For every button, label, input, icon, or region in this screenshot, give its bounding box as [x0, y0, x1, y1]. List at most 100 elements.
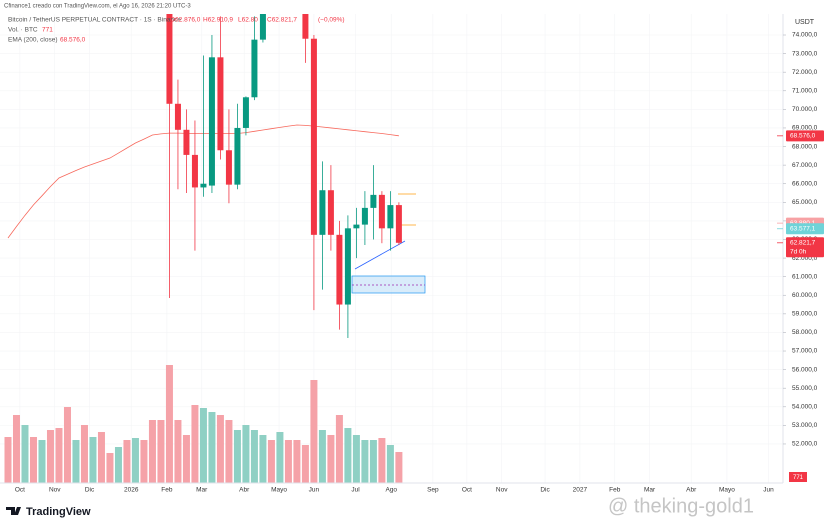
- trendline: [354, 240, 406, 270]
- y-tick-label: 72.000,0: [792, 69, 818, 76]
- x-tick-label: Nov: [49, 487, 61, 494]
- volume-badge-text: 771: [793, 475, 804, 481]
- volume-bar: [259, 435, 267, 483]
- price-badge-label: 62.821,7: [790, 240, 816, 247]
- ohlc-low: L62.80: [238, 17, 258, 24]
- candle-body: [327, 190, 334, 235]
- y-tick-label: 58.000,0: [792, 329, 818, 336]
- volume-value: 771: [42, 27, 53, 34]
- x-tick-label: Mar: [644, 487, 656, 494]
- volume-bar: [361, 440, 369, 483]
- candle-body: [395, 205, 402, 243]
- x-tick-label: Jun: [309, 487, 320, 494]
- volume-bar: [352, 435, 360, 483]
- x-tick-label: Feb: [609, 487, 621, 494]
- volume-bar: [378, 438, 386, 483]
- volume-bar: [310, 380, 318, 483]
- volume-bar: [12, 415, 20, 483]
- y-tick-label: 60.000,0: [792, 292, 818, 299]
- candle-body: [344, 228, 351, 305]
- candle-body: [251, 39, 258, 98]
- watermark: @ theking-gold1: [608, 495, 754, 517]
- candle-body: [183, 129, 190, 155]
- y-tick-label: 70.000,0: [792, 106, 818, 113]
- volume-label: Vol. · BTC: [8, 27, 38, 34]
- x-tick-label: Dic: [85, 487, 95, 494]
- y-tick-label: 55.000,0: [792, 385, 818, 392]
- symbol: Bitcoin / TetherUS PERPETUAL CONTRACT · …: [8, 17, 181, 24]
- volume-bar: [267, 440, 275, 483]
- candle-body: [208, 57, 215, 186]
- price-badge: [786, 237, 824, 258]
- candle-body: [200, 183, 207, 188]
- volume-bar: [148, 420, 156, 483]
- candle-body: [370, 194, 377, 208]
- ohlc-open: O62.876,0: [170, 17, 201, 24]
- x-tick-label: Dic: [540, 487, 550, 494]
- y-tick-label: 62.000,0: [792, 255, 818, 262]
- candle-body: [234, 127, 241, 185]
- x-tick-label: Oct: [462, 487, 472, 494]
- volume-bar: [157, 420, 165, 483]
- y-tick-label: 54.000,0: [792, 404, 818, 411]
- ohlc-close: C62.821,7: [267, 17, 297, 24]
- candle-body: [336, 234, 343, 305]
- candle-body: [319, 190, 326, 235]
- volume-bar: [21, 425, 29, 483]
- y-tick-label: 65.000,0: [792, 199, 818, 206]
- y-tick-label: 66.000,0: [792, 180, 818, 187]
- x-tick-label: Abr: [239, 487, 250, 494]
- x-tick-label: Feb: [161, 487, 173, 494]
- x-tick-label: 2027: [573, 487, 588, 494]
- y-tick-label: 56.000,0: [792, 366, 818, 373]
- volume-bar: [327, 435, 335, 483]
- volume-bar: [114, 447, 122, 483]
- volume-bar: [55, 428, 63, 483]
- x-tick-label: 2026: [124, 487, 139, 494]
- volume-bar: [80, 425, 88, 483]
- candle-body: [166, 14, 173, 104]
- candle-body: [302, 14, 309, 39]
- x-tick-label: Nov: [496, 487, 508, 494]
- candle-body: [217, 57, 224, 151]
- volume-bar: [72, 440, 80, 483]
- volume-bar: [123, 440, 131, 483]
- ema-value: 68.576,0: [60, 37, 86, 44]
- volume-bar: [63, 407, 71, 483]
- volume-bar: [89, 437, 97, 483]
- brand: TradingView: [26, 506, 91, 518]
- axes: 52.000,0 53.000,0 54.000,0 55.000,0 56.000,0…: [15, 32, 824, 494]
- currency: USDT: [795, 19, 815, 26]
- volume-bar: [369, 440, 377, 483]
- price-badge-sublabel: 7d 0h: [790, 249, 807, 256]
- x-tick-label: Sep: [427, 487, 439, 494]
- volume-bar: [284, 440, 292, 483]
- ohlc-high: H62.910,9: [203, 17, 233, 24]
- volume-bar: [276, 432, 284, 483]
- candle-body: [353, 224, 360, 229]
- volume-bar: [191, 405, 199, 483]
- brand-logo: [6, 507, 21, 515]
- candle-body: [191, 154, 198, 188]
- volume-bar: [131, 438, 139, 483]
- x-tick-label: Jul: [351, 487, 360, 494]
- candle-body: [378, 194, 385, 229]
- volume-bar: [216, 415, 224, 483]
- ema-label: EMA (200, close): [8, 37, 58, 44]
- y-tick-label: 67.000,0: [792, 162, 818, 169]
- volume-bar: [293, 440, 301, 483]
- volume-bar: [225, 420, 233, 483]
- volume-bar: [46, 430, 54, 483]
- volume-bar: [395, 452, 403, 483]
- y-tick-label: 71.000,0: [792, 87, 818, 94]
- price-badge: [786, 130, 824, 142]
- y-tick-label: 69.000,0: [792, 125, 818, 132]
- x-tick-label: Oct: [15, 487, 25, 494]
- ohlc-change: (−0,09%): [318, 17, 345, 24]
- y-tick-label: 74.000,0: [792, 32, 818, 39]
- volume-bar: [174, 420, 182, 483]
- y-tick-label: 61.000,0: [792, 273, 818, 280]
- y-tick-label: 57.000,0: [792, 348, 818, 355]
- x-tick-label: Jun: [763, 487, 774, 494]
